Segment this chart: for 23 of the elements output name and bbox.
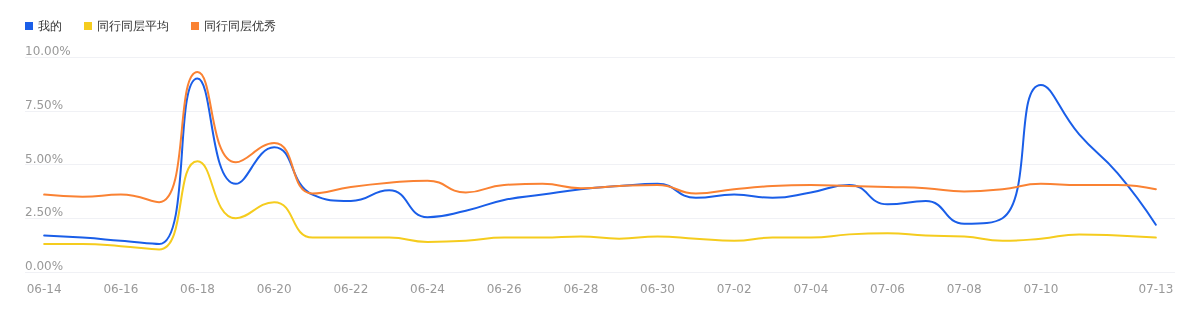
x-tick-label: 07-06: [870, 282, 905, 296]
x-tick-label: 06-26: [486, 282, 522, 296]
x-tick-label: 06-28: [563, 282, 599, 296]
x-tick-label: 06-14: [26, 282, 62, 296]
x-tick-label: 07-10: [1023, 282, 1059, 296]
y-tick-label: 7.50%: [25, 97, 64, 112]
y-tick-label: 5.00%: [25, 151, 64, 166]
y-tick-label: 2.50%: [25, 205, 64, 220]
x-tick-label: 07-13: [1138, 282, 1174, 296]
x-tick-label: 07-02: [716, 282, 752, 296]
x-tick-label: 07-08: [946, 282, 982, 296]
x-tick-label: 06-20: [256, 282, 292, 296]
y-tick-label: 0.00%: [25, 259, 64, 273]
y-tick-label: 10.00%: [25, 44, 71, 58]
x-tick-label: 06-18: [180, 282, 215, 296]
x-tick-label: 07-04: [793, 282, 829, 296]
x-tick-label: 06-24: [410, 282, 445, 296]
legend-label: 同行同层优秀: [204, 19, 276, 33]
x-tick-label: 06-16: [103, 282, 139, 296]
legend-label: 同行同层平均: [97, 19, 169, 33]
x-tick-label: 06-22: [333, 282, 369, 296]
legend-label: 我的: [38, 19, 62, 33]
x-tick-label: 06-30: [640, 282, 675, 296]
